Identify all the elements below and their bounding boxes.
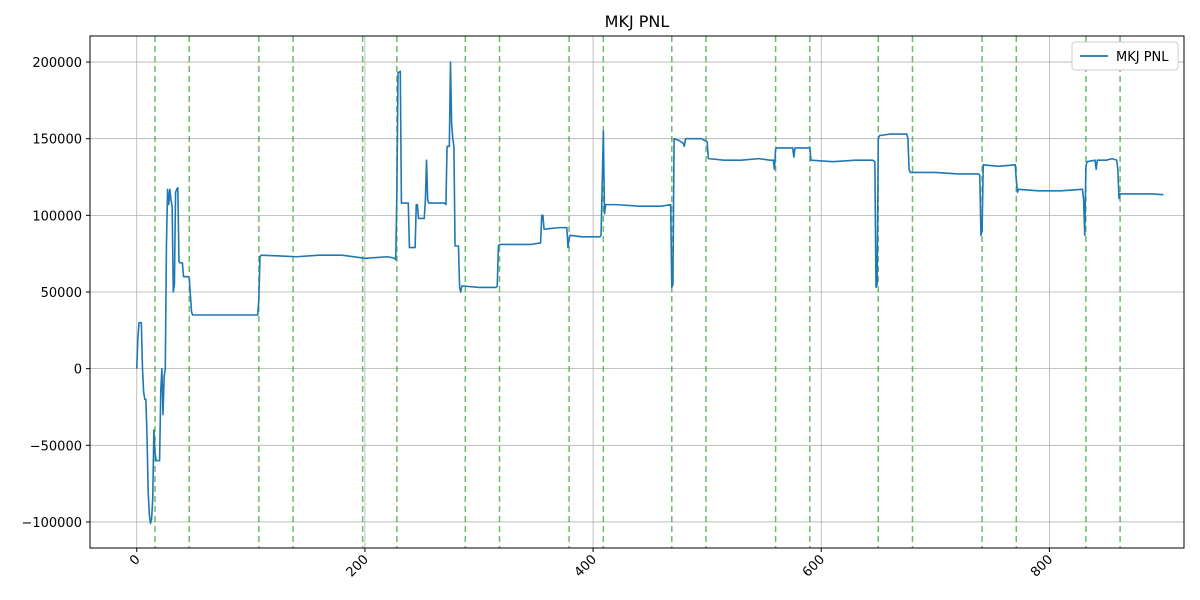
y-axis: −100000 −50000 0 50000 100000 150000 200000 bbox=[21, 56, 90, 531]
x-tick-label: 600 bbox=[800, 552, 828, 580]
series-layer bbox=[135, 61, 1164, 525]
x-tick-label: 400 bbox=[572, 552, 600, 580]
y-tick-label: −50000 bbox=[30, 439, 82, 454]
x-axis: 0 200 400 600 800 bbox=[127, 548, 1056, 580]
x-tick-label: 200 bbox=[344, 552, 372, 580]
chart-title: MKJ PNL bbox=[605, 12, 670, 31]
x-tick-label: 0 bbox=[127, 552, 143, 568]
legend-box bbox=[1071, 41, 1179, 71]
y-tick-label: −100000 bbox=[21, 516, 82, 531]
y-tick-label: 0 bbox=[74, 363, 82, 378]
x-tick-label: 800 bbox=[1028, 552, 1056, 580]
legend-label: MKJ PNL bbox=[1116, 50, 1169, 65]
y-tick-label: 200000 bbox=[32, 56, 82, 71]
y-tick-label: 50000 bbox=[41, 286, 82, 301]
grid-lines bbox=[90, 36, 1184, 548]
series-line bbox=[135, 61, 1164, 525]
y-tick-label: 150000 bbox=[32, 133, 82, 148]
legend: MKJ PNL bbox=[1071, 41, 1179, 71]
y-tick-label: 100000 bbox=[32, 209, 82, 224]
